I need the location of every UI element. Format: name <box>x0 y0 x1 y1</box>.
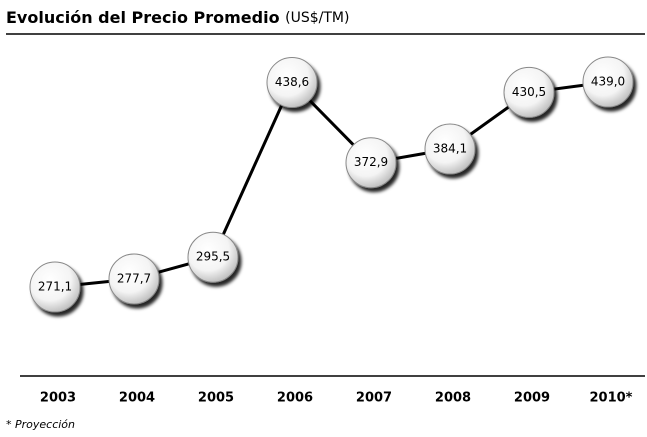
x-tick-label: 2009 <box>514 391 550 406</box>
value-label: 438,6 <box>275 75 309 89</box>
x-tick-label: 2004 <box>119 391 155 406</box>
x-tick-label: 2006 <box>277 391 313 406</box>
x-tick-label: 2003 <box>40 391 76 406</box>
footnote: * Proyección <box>6 418 75 431</box>
value-label: 439,0 <box>591 75 625 89</box>
value-label: 277,7 <box>117 271 151 285</box>
point-marker <box>424 123 476 175</box>
point-marker <box>266 56 318 108</box>
title-units: (US$/TM) <box>285 10 349 26</box>
chart-title: Evolución del Precio Promedio (US$/TM) <box>6 8 349 27</box>
point-marker <box>108 253 160 305</box>
point-marker <box>29 261 81 313</box>
point-marker <box>187 231 239 283</box>
point-marker <box>582 56 634 108</box>
title-main: Evolución del Precio Promedio <box>6 8 280 27</box>
value-label: 372,9 <box>354 155 388 169</box>
value-label: 384,1 <box>433 142 467 156</box>
point-marker <box>345 137 397 189</box>
x-tick-label: 2008 <box>435 391 471 406</box>
value-label: 271,1 <box>38 280 72 294</box>
value-label: 430,5 <box>512 85 546 99</box>
x-tick-label: 2010* <box>590 391 633 406</box>
x-tick-label: 2007 <box>356 391 392 406</box>
value-label: 295,5 <box>196 250 230 264</box>
x-tick-label: 2005 <box>198 391 234 406</box>
point-marker <box>503 66 555 118</box>
